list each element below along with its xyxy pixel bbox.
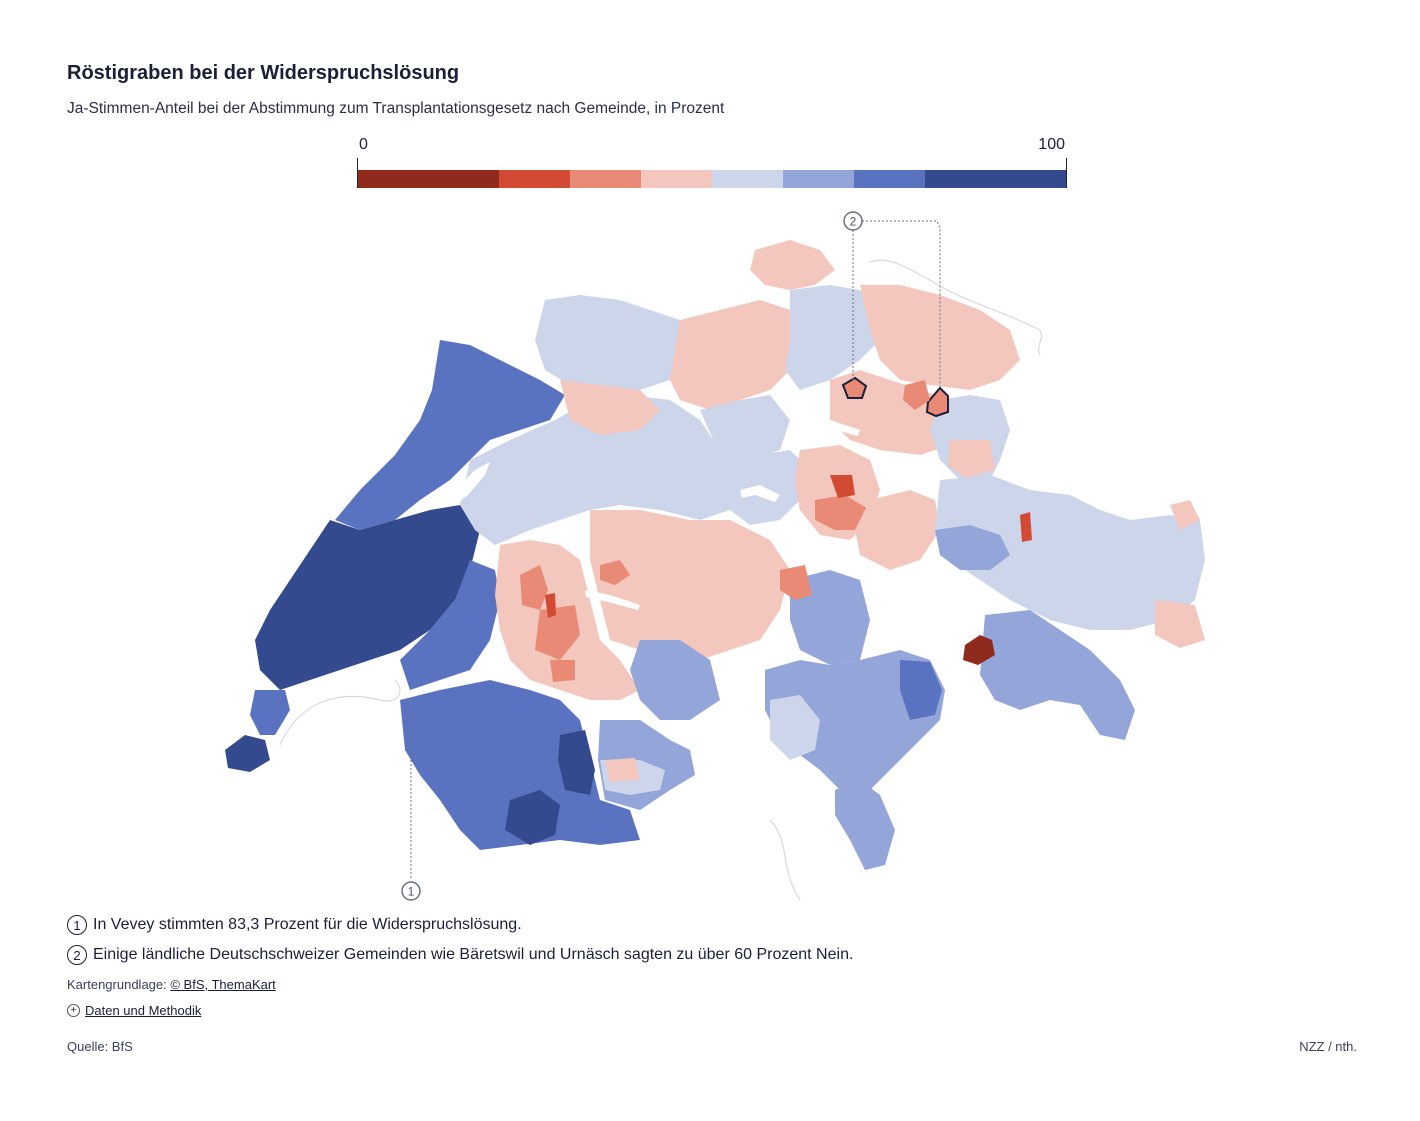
region-bern-plateau (460, 395, 740, 545)
region-ticino-dark (900, 660, 942, 720)
legend-bin-1 (499, 170, 570, 188)
map-credit: Kartengrundlage: © BfS, ThemaKart (67, 977, 276, 992)
region-geneva (225, 735, 270, 772)
region-glarus (855, 490, 940, 570)
note-2-text: Einige ländliche Deutschschweizer Gemein… (93, 946, 854, 963)
region-zurich (785, 285, 880, 390)
method-toggle[interactable]: + Daten und Methodik (67, 1003, 201, 1018)
region-aargau-light (700, 395, 790, 460)
note-1: 1 In Vevey stimmten 83,3 Prozent für die… (67, 914, 853, 936)
region-graubuenden-south (980, 610, 1135, 740)
region-bern-oberland (590, 510, 790, 660)
region-jura-west (335, 340, 565, 530)
region-fribourg-red2 (535, 605, 580, 660)
legend-bin-0 (357, 170, 499, 188)
legend-tick-min (357, 158, 358, 188)
region-schwyz-darkred (830, 475, 855, 498)
region-valais-pink (605, 758, 640, 782)
legend-bin-6 (854, 170, 925, 188)
region-basel (535, 295, 700, 390)
annotation-baeretswil-urnaesch: 2 (843, 211, 941, 390)
region-valais-dark (505, 790, 560, 845)
legend-bin-5 (783, 170, 854, 188)
region-basel-pink (560, 380, 660, 435)
region-graubuenden-blue (935, 525, 1010, 570)
brand-label: NZZ / nth. (1299, 1039, 1357, 1054)
region-vaud-north (255, 505, 480, 690)
region-bern-plateau-red (600, 560, 630, 585)
region-aargau (670, 300, 800, 410)
lake-neuchatel (455, 462, 490, 505)
switzerland-municipality-map: 1 2 (225, 211, 1205, 901)
municipality-urnaesch (925, 386, 949, 418)
legend-color-bar (357, 170, 1067, 188)
chart-subtitle: Ja-Stimmen-Anteil bei der Abstimmung zum… (67, 100, 725, 117)
lake-thun (585, 590, 640, 610)
region-fribourg-red (520, 565, 548, 610)
municipality-darkred-bregaglia (963, 635, 995, 665)
region-valais-dark2 (558, 730, 595, 795)
plus-circle-icon: + (67, 1004, 80, 1017)
region-fribourg-dark (545, 593, 556, 618)
lake-lucerne (740, 485, 780, 502)
legend-min-label: 0 (359, 136, 368, 153)
note-1-marker: 1 (67, 915, 87, 935)
region-geneva-lake-south (250, 690, 290, 735)
legend-tick-max (1066, 158, 1067, 188)
region-schaffhausen (750, 240, 835, 290)
border-lines (279, 259, 1043, 901)
note-2: 2 Einige ländliche Deutschschweizer Geme… (67, 944, 853, 966)
region-graubuenden-red (1020, 512, 1032, 542)
region-schwyz-red (815, 495, 870, 530)
credit-link[interactable]: © BfS, ThemaKart (170, 977, 276, 992)
annotation-1-marker: 1 (408, 885, 415, 899)
chart-title: Röstigraben bei der Widerspruchslösung (67, 62, 460, 84)
credit-prefix: Kartengrundlage: (67, 977, 171, 992)
region-valais-west (400, 680, 640, 850)
lake-walen (905, 460, 945, 468)
region-stgallen-pink (948, 440, 995, 478)
region-bern-oberland-blue (630, 640, 720, 720)
region-obwalden-red (780, 565, 812, 600)
color-legend: 0 100 (357, 136, 1067, 190)
legend-bin-3 (641, 170, 712, 188)
legend-bin-4 (712, 170, 783, 188)
region-ticino-south (835, 780, 895, 870)
region-fribourg-red3 (550, 660, 575, 682)
lake-zurich (800, 410, 860, 436)
legend-bin-7 (925, 170, 1067, 188)
source-label: Quelle: BfS (67, 1039, 133, 1054)
legend-max-label: 100 (1038, 136, 1065, 153)
region-graubuenden-north (935, 475, 1205, 630)
annotation-2-marker: 2 (850, 215, 857, 229)
legend-bin-2 (570, 170, 641, 188)
annotation-notes: 1 In Vevey stimmten 83,3 Prozent für die… (67, 914, 853, 974)
region-graubuenden-pink2 (1170, 500, 1200, 530)
region-vaud-east (400, 560, 500, 690)
note-2-marker: 2 (67, 945, 87, 965)
method-link[interactable]: Daten und Methodik (85, 1003, 202, 1018)
region-thurgau-red (903, 380, 930, 410)
annotation-vevey: 1 (401, 700, 421, 901)
region-ticino-light (770, 695, 820, 760)
region-graubuenden-pink (1155, 600, 1205, 648)
note-1-text: In Vevey stimmten 83,3 Prozent für die W… (93, 916, 522, 933)
